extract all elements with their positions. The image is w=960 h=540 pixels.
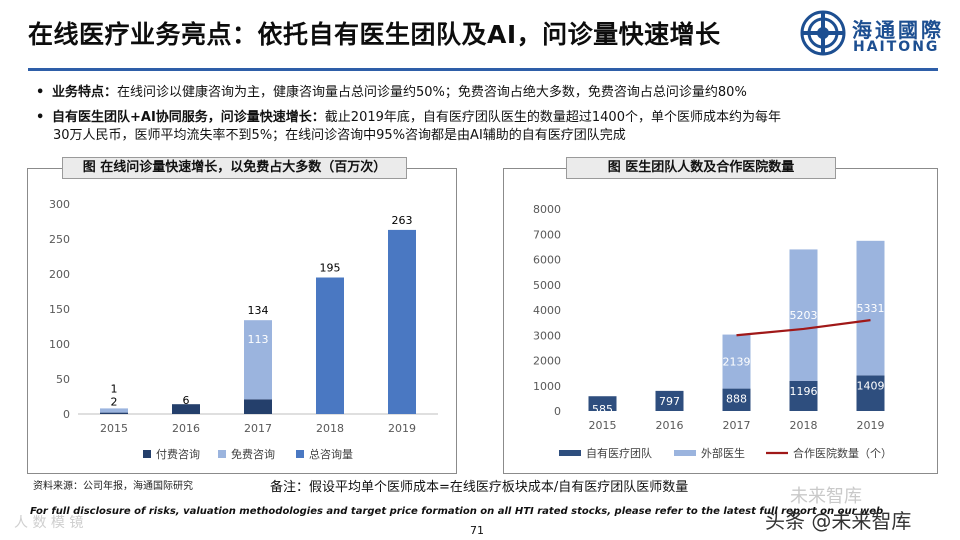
y-tick-label: 2000 [533, 355, 561, 368]
legend-label: 合作医院数量（个） [793, 446, 892, 460]
logo-chinese-text: 海通國際 [852, 18, 944, 42]
bar-free [244, 320, 272, 400]
bar-own-team [588, 396, 617, 411]
bullet-doctor-team: • 自有医生团队+AI协同服务，问诊量快速增长：截止2019年底，自有医疗团队医生… [36, 109, 936, 145]
x-tick-label: 2015 [589, 419, 617, 432]
legend-label: 免费咨询 [231, 447, 275, 461]
x-tick-label: 2019 [388, 422, 416, 435]
x-tick-label: 2017 [723, 419, 751, 432]
page-number: 71 [470, 524, 484, 537]
line-partner-hospitals [736, 319, 871, 337]
y-tick-label: 7000 [533, 228, 561, 241]
data-label-external: 5203 [790, 309, 818, 322]
watermark-right: 头条 @未来智库 [765, 509, 912, 533]
consultation-volume-chart: 0 50 100 150 200 250 300 12 2015 6 50 2016 134 113 201… [49, 198, 438, 461]
y-tick-label: 8000 [533, 203, 561, 216]
y-tick-label: 0 [63, 408, 70, 421]
data-label-free: 113 [248, 333, 269, 346]
y-tick-label: 250 [49, 233, 70, 246]
bar-total [388, 229, 416, 414]
data-label-free: 50 [179, 373, 193, 386]
bullet-dot: • [36, 85, 45, 100]
x-tick-label: 2019 [857, 419, 885, 432]
watermark-right-top: 未来智库 [790, 486, 862, 507]
disclaimer-text: For full disclosure of risks, valuation … [30, 506, 884, 517]
bullet-text: 截止2019年底，自有医疗团队医生的数量超过1400个，单个医师成本约为每年 [324, 110, 781, 125]
y-tick-label: 150 [49, 303, 70, 316]
bar-external [789, 249, 818, 381]
bar-external [856, 240, 885, 376]
legend-swatch [559, 450, 581, 456]
haitong-logo: 海通國際 HAITONG [800, 6, 950, 60]
x-tick-label: 2018 [790, 419, 818, 432]
bar-external [722, 334, 751, 389]
bullet-business-features: • 业务特点：在线问诊以健康咨询为主，健康咨询量占总问诊量约50%；免费咨询占绝大… [36, 84, 936, 102]
bar-own-team [856, 375, 885, 411]
legend-swatch [674, 450, 696, 456]
data-label-own-team: 1196 [790, 385, 818, 398]
bar-own-team [789, 380, 818, 411]
y-tick-label: 50 [56, 373, 70, 386]
legend-label: 自有医疗团队 [586, 446, 652, 460]
legend-swatch [296, 450, 304, 458]
y-tick-label: 4000 [533, 304, 561, 317]
data-label-total: 134 [248, 304, 269, 317]
y-tick-label: 300 [49, 198, 70, 211]
x-tick-label: 2018 [316, 422, 344, 435]
x-tick-label: 2016 [172, 422, 200, 435]
consultation-chart-panel: 0 50 100 150 200 250 300 1 2 2015 6 50 2016 134 113 201… [27, 168, 457, 474]
bar-paid [172, 404, 200, 414]
x-tick-label: 2016 [656, 419, 684, 432]
logo-english-text: HAITONG [853, 39, 940, 55]
data-label-total: 1 [111, 382, 118, 395]
y-tick-label: 3000 [533, 329, 561, 342]
bullet-label: 业务特点： [52, 85, 118, 100]
watermark-left: 人 数 模 镜 [14, 515, 84, 531]
data-label-external: 2139 [723, 356, 751, 369]
consultation-chart-title: 图 在线问诊量快速增长，以免费占大多数（百万次） [62, 157, 407, 179]
y-tick-label: 200 [49, 268, 70, 281]
remark-note: 备注：假设平均单个医师成本=在线医疗板块成本/自有医疗团队医师数量 [270, 480, 689, 495]
legend-label: 外部医生 [701, 446, 745, 460]
data-label-total: 6 [183, 394, 190, 407]
data-label-own-team: 888 [726, 393, 747, 406]
x-tick-label: 2017 [244, 422, 272, 435]
legend-label: 总咨询量 [309, 447, 353, 461]
data-label-total: 263 [392, 214, 413, 227]
y-tick-label: 6000 [533, 254, 561, 267]
source-note: 资料来源：公司年报，海通国际研究 [33, 481, 193, 492]
bullet-text-line2: 30万人民币，医师平均流失率不到5%；在线问诊咨询中95%咨询都是由AI辅助的自… [53, 128, 626, 143]
bar-paid [100, 412, 128, 414]
data-label-own-team: 1409 [857, 379, 885, 392]
doctor-team-chart-panel: 0 1000 2000 3000 4000 5000 6000 7000 8000 585 2015… [503, 168, 938, 474]
bullet-dot: • [36, 110, 45, 125]
y-tick-label: 1000 [533, 380, 561, 393]
data-label-own-team: 585 [592, 403, 613, 416]
bar-own-team [722, 388, 751, 411]
doctor-team-chart: 0 1000 2000 3000 4000 5000 6000 7000 8000 585 2015… [533, 203, 892, 460]
y-tick-label: 5000 [533, 279, 561, 292]
data-label-external: 5331 [857, 302, 885, 315]
bar-total [316, 277, 344, 414]
bar-free [100, 408, 128, 413]
bar-own-team [655, 390, 684, 411]
page-title: 在线医疗业务亮点：依托自有医生团队及AI，问诊量快速增长 [28, 20, 721, 49]
bullet-text: 在线问诊以健康咨询为主，健康咨询量占总问诊量约50%；免费咨询占绝大多数，免费咨… [117, 85, 747, 100]
haitong-emblem-icon [800, 10, 846, 56]
y-tick-label: 100 [49, 338, 70, 351]
y-tick-label: 0 [554, 405, 561, 418]
legend-swatch [218, 450, 226, 458]
bar-paid [244, 399, 272, 414]
legend-swatch [143, 450, 151, 458]
data-label-own-team: 797 [659, 395, 680, 408]
doctor-team-chart-title: 图 医生团队人数及合作医院数量 [566, 157, 836, 179]
bullet-label: 自有医生团队+AI协同服务，问诊量快速增长： [52, 110, 325, 125]
legend-label: 付费咨询 [156, 447, 200, 461]
header-rule [28, 68, 938, 71]
data-label-total: 195 [320, 262, 341, 275]
data-label-paid: 2 [111, 395, 118, 408]
x-tick-label: 2015 [100, 422, 128, 435]
